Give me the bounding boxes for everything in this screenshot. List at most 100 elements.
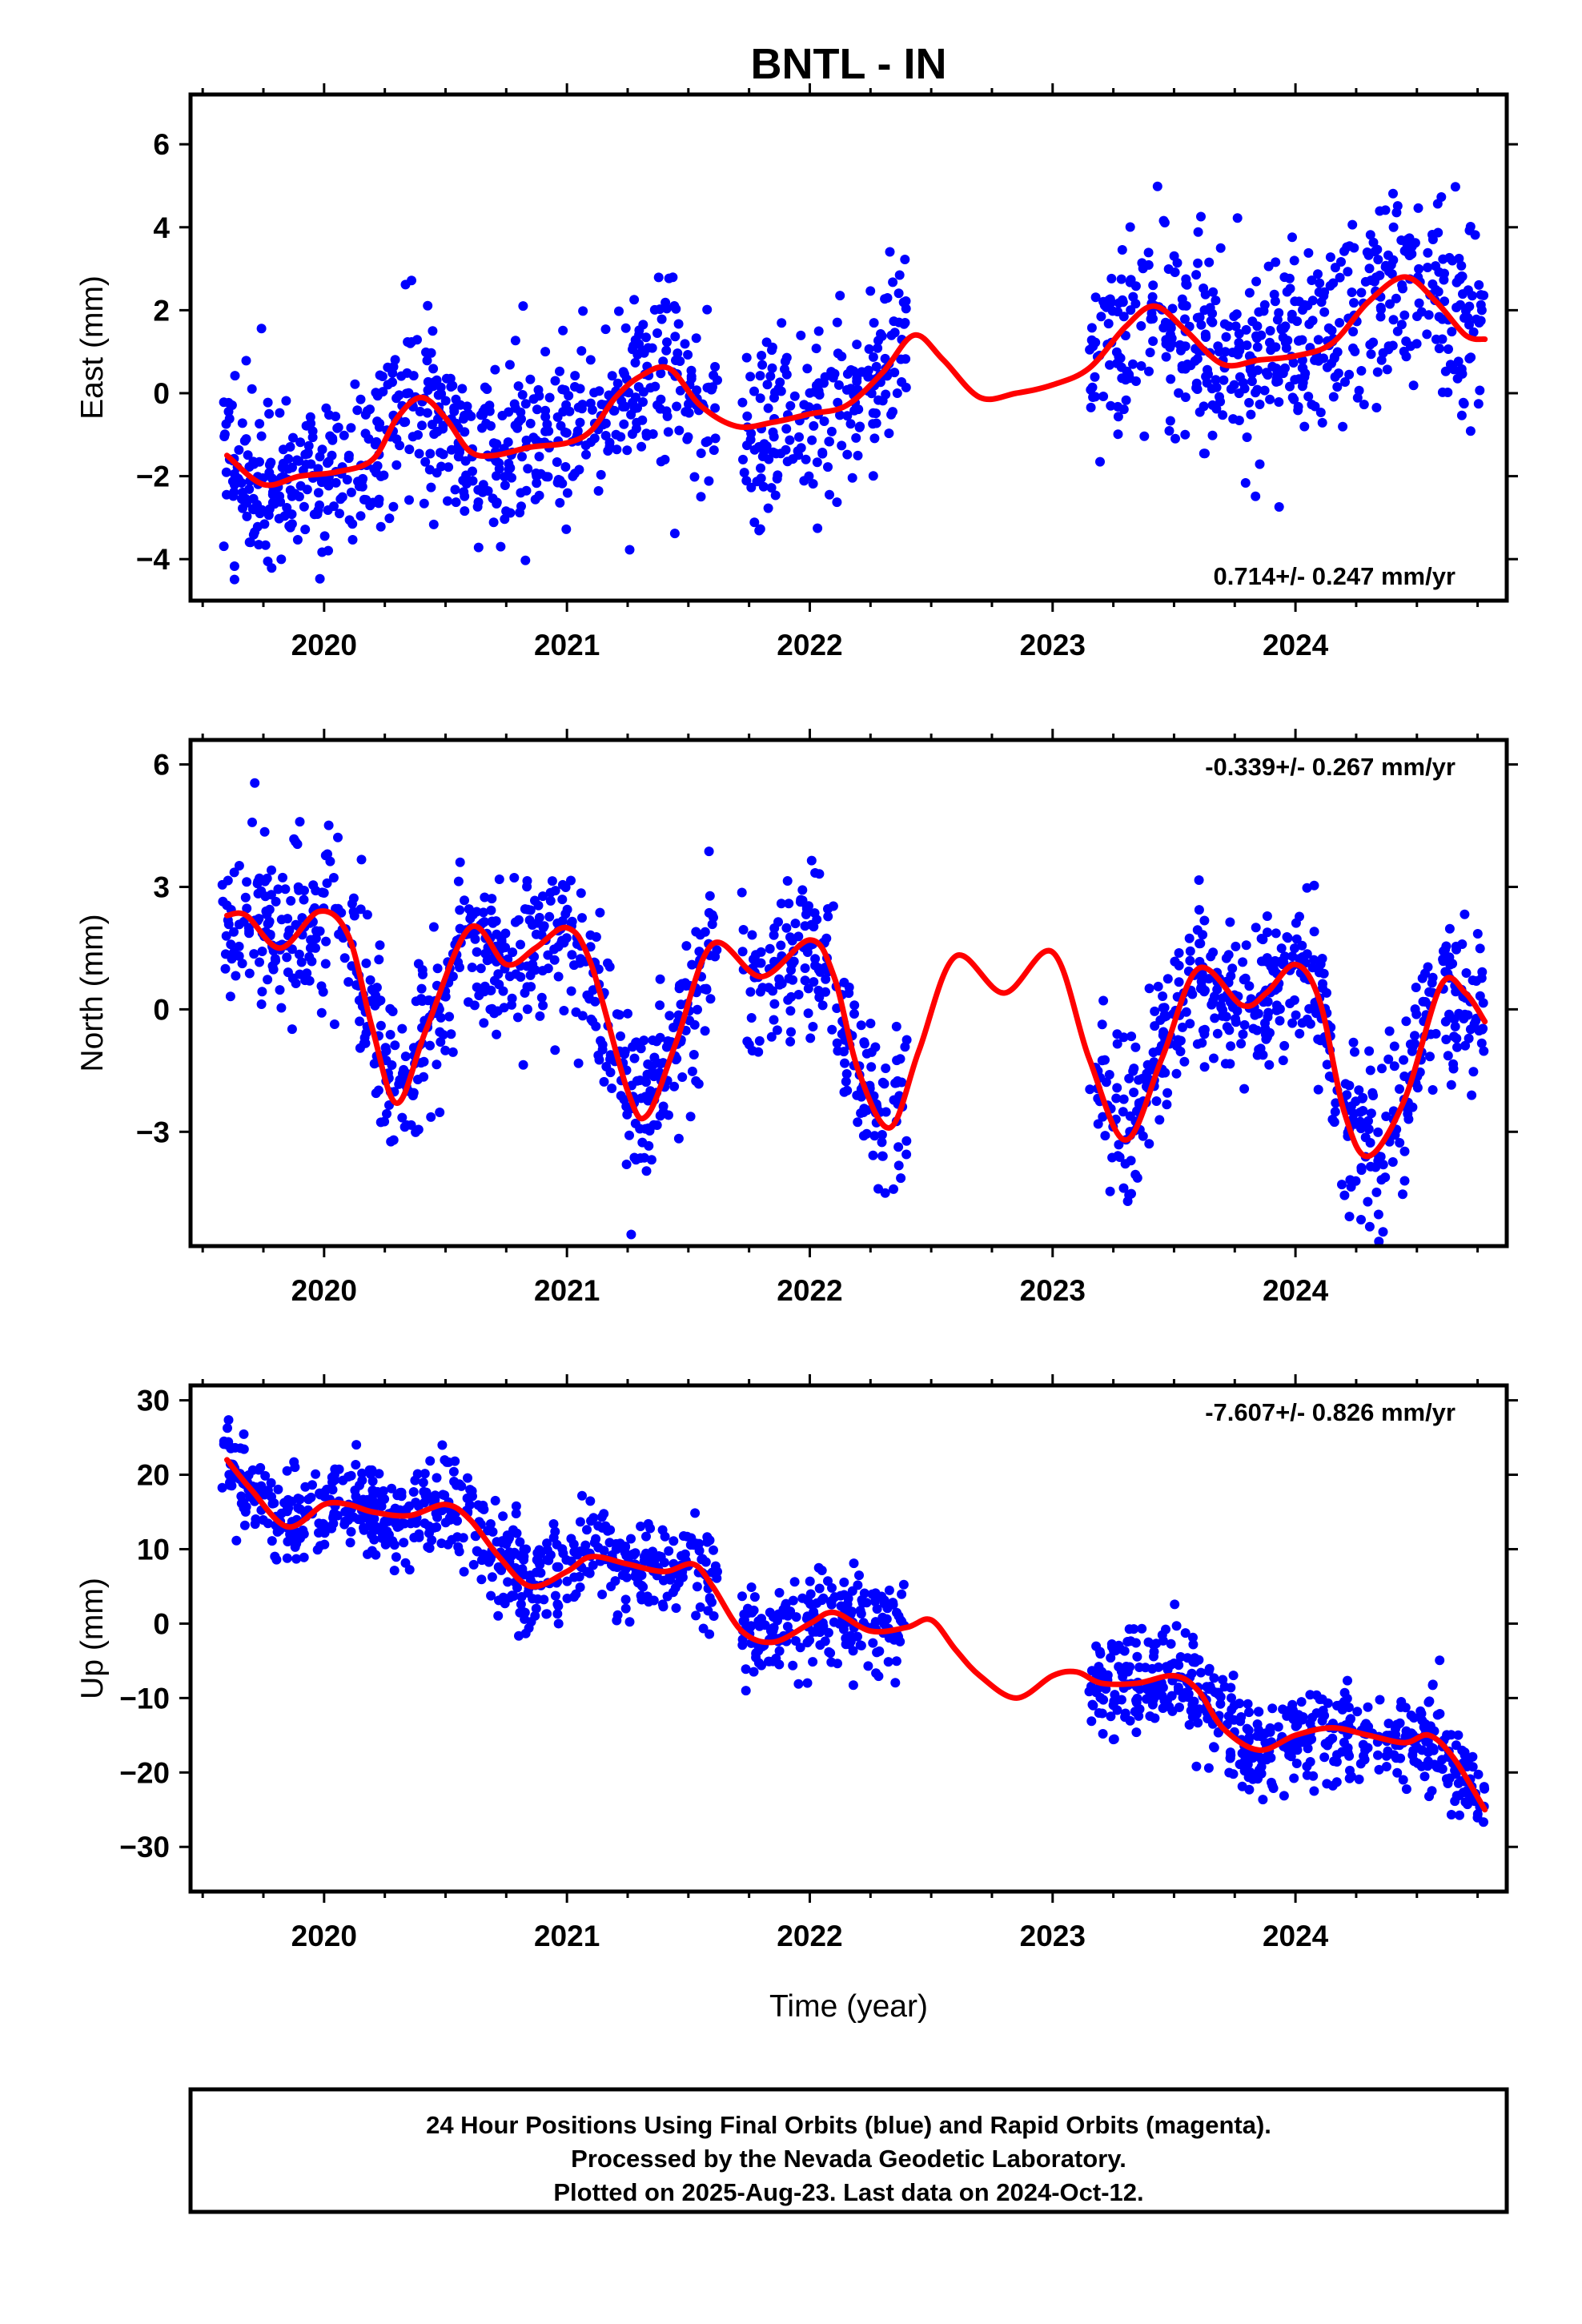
east-data-point bbox=[864, 344, 874, 354]
north-data-point bbox=[605, 1068, 616, 1078]
north-data-point bbox=[881, 1063, 891, 1073]
up-data-point bbox=[562, 1576, 572, 1586]
north-data-point bbox=[776, 940, 786, 951]
east-data-point bbox=[350, 379, 360, 389]
east-data-point bbox=[780, 356, 790, 367]
east-data-point bbox=[346, 423, 356, 433]
north-data-point bbox=[1313, 1084, 1323, 1095]
north-data-point bbox=[487, 894, 497, 904]
up-data-point bbox=[1224, 1767, 1235, 1778]
east-data-point bbox=[323, 456, 334, 467]
up-data-point bbox=[701, 1557, 711, 1567]
east-data-point bbox=[301, 460, 311, 469]
north-data-point bbox=[1399, 1176, 1410, 1186]
north-data-point bbox=[687, 1066, 697, 1076]
north-data-point bbox=[1347, 1114, 1358, 1124]
up-data-point bbox=[390, 1503, 400, 1514]
up-data-point bbox=[863, 1661, 873, 1671]
up-data-point bbox=[531, 1603, 541, 1614]
east-data-point bbox=[1274, 308, 1284, 318]
east-data-point bbox=[264, 460, 275, 470]
east-data-point bbox=[561, 524, 572, 534]
north-data-point bbox=[1289, 995, 1299, 1005]
up-data-point bbox=[631, 1567, 641, 1578]
north-data-point bbox=[543, 950, 553, 960]
east-data-point bbox=[1335, 318, 1345, 328]
east-data-point bbox=[845, 419, 856, 429]
up-data-point bbox=[432, 1473, 442, 1483]
east-data-point bbox=[1113, 412, 1123, 422]
up-data-point bbox=[838, 1624, 849, 1634]
east-data-point bbox=[1354, 385, 1364, 396]
north-data-point bbox=[538, 891, 548, 902]
north-data-point bbox=[307, 956, 317, 967]
up-data-point bbox=[698, 1623, 709, 1634]
north-data-point bbox=[440, 1045, 451, 1055]
north-data-point bbox=[841, 1076, 851, 1087]
east-data-point bbox=[1274, 502, 1284, 512]
north-data-point bbox=[1238, 1029, 1248, 1039]
east-data-point bbox=[403, 337, 413, 347]
up-data-point bbox=[588, 1560, 598, 1570]
east-data-point bbox=[1371, 403, 1382, 412]
up-data-point bbox=[1235, 1759, 1245, 1770]
up-data-point bbox=[1323, 1698, 1333, 1708]
east-data-point bbox=[1364, 263, 1375, 274]
east-data-point bbox=[481, 418, 492, 428]
east-data-point bbox=[256, 431, 267, 441]
east-data-point bbox=[1240, 478, 1251, 488]
north-data-point bbox=[1449, 1014, 1460, 1024]
up-data-point bbox=[1355, 1759, 1366, 1769]
up-data-point bbox=[630, 1548, 640, 1558]
up-data-point bbox=[1267, 1703, 1278, 1714]
east-data-point bbox=[1431, 334, 1441, 344]
up-data-point bbox=[350, 1486, 360, 1495]
east-data-point bbox=[1086, 384, 1096, 395]
east-data-point bbox=[532, 404, 542, 415]
north-data-point bbox=[525, 905, 536, 915]
north-data-point bbox=[311, 886, 321, 896]
north-data-point bbox=[299, 895, 309, 905]
north-data-point bbox=[859, 1037, 869, 1047]
east-data-point bbox=[234, 476, 244, 487]
north-data-point bbox=[1159, 1003, 1170, 1013]
north-data-point bbox=[257, 987, 267, 997]
east-data-point bbox=[709, 445, 719, 456]
east-data-point bbox=[1148, 314, 1158, 324]
east-data-point bbox=[358, 473, 368, 484]
up-data-point bbox=[668, 1587, 678, 1598]
up-data-point bbox=[624, 1617, 635, 1627]
north-data-point bbox=[786, 991, 797, 1002]
east-data-point bbox=[504, 360, 515, 370]
up-y-tick-label: −10 bbox=[119, 1682, 170, 1715]
east-data-point bbox=[417, 420, 427, 431]
north-data-point bbox=[893, 1142, 904, 1152]
north-x-tick-label: 2024 bbox=[1263, 1274, 1329, 1307]
up-data-point bbox=[690, 1508, 701, 1518]
east-data-point bbox=[1444, 252, 1455, 263]
north-data-point bbox=[705, 994, 716, 1004]
up-data-point bbox=[859, 1588, 869, 1598]
east-data-point bbox=[1208, 287, 1219, 297]
east-data-point bbox=[825, 489, 834, 500]
up-data-point bbox=[765, 1607, 775, 1618]
north-data-point bbox=[1291, 918, 1301, 928]
east-data-point bbox=[1392, 201, 1403, 211]
up-data-point bbox=[329, 1508, 339, 1518]
east-data-point bbox=[282, 503, 292, 513]
up-data-point bbox=[490, 1495, 500, 1506]
north-data-point bbox=[1256, 934, 1267, 943]
north-data-point bbox=[1427, 1085, 1438, 1095]
east-data-point bbox=[294, 492, 304, 502]
north-data-point bbox=[1197, 971, 1207, 982]
up-data-point bbox=[1215, 1692, 1226, 1702]
up-data-point bbox=[514, 1630, 524, 1641]
up-data-point bbox=[414, 1529, 424, 1539]
up-data-point bbox=[741, 1664, 751, 1675]
up-data-point bbox=[250, 1519, 260, 1530]
east-data-point bbox=[1215, 243, 1226, 253]
up-data-point bbox=[778, 1604, 789, 1614]
north-data-point bbox=[853, 1117, 863, 1128]
north-data-point bbox=[745, 987, 756, 997]
north-data-point bbox=[636, 1043, 646, 1054]
